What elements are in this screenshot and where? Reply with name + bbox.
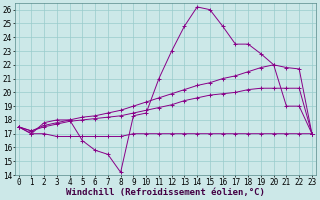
X-axis label: Windchill (Refroidissement éolien,°C): Windchill (Refroidissement éolien,°C) [66,188,265,197]
